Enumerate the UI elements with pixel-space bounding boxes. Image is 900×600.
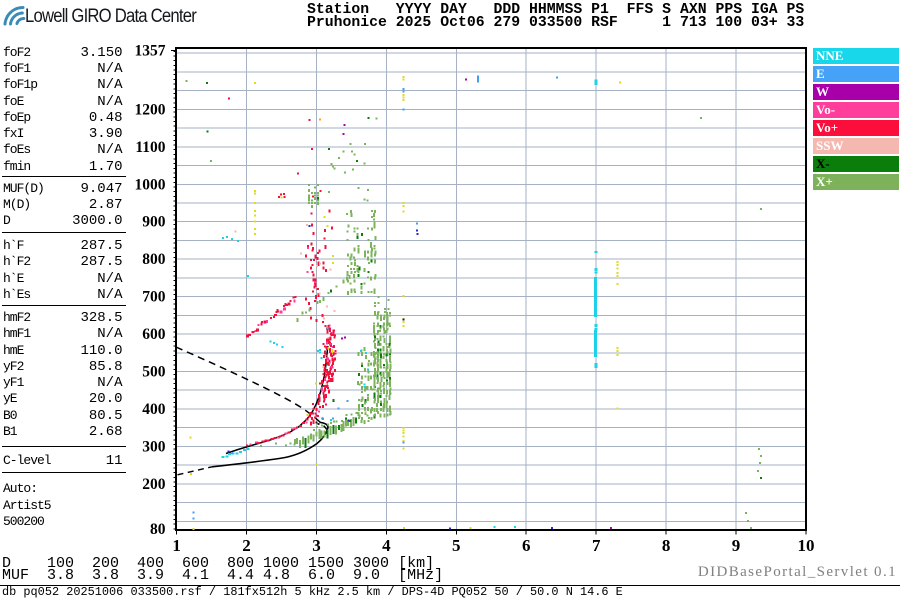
svg-text:300: 300 xyxy=(142,438,166,455)
svg-text:10: 10 xyxy=(798,536,815,555)
svg-text:800: 800 xyxy=(142,251,166,268)
svg-text:1: 1 xyxy=(172,536,181,555)
svg-text:1200: 1200 xyxy=(135,101,166,118)
svg-text:200: 200 xyxy=(142,476,166,493)
svg-text:5: 5 xyxy=(452,536,461,555)
svg-text:600: 600 xyxy=(142,326,166,343)
svg-text:500: 500 xyxy=(142,364,166,381)
svg-text:1000: 1000 xyxy=(135,176,166,193)
svg-text:7: 7 xyxy=(592,536,601,555)
svg-text:900: 900 xyxy=(142,214,166,231)
svg-text:1100: 1100 xyxy=(135,139,165,156)
svg-text:6: 6 xyxy=(522,536,531,555)
svg-text:700: 700 xyxy=(142,289,166,306)
svg-text:80: 80 xyxy=(150,521,166,538)
svg-text:9: 9 xyxy=(732,536,741,555)
svg-text:3: 3 xyxy=(312,536,321,555)
svg-text:1357: 1357 xyxy=(135,43,166,60)
svg-text:400: 400 xyxy=(142,401,166,418)
svg-text:4: 4 xyxy=(382,536,391,555)
svg-text:2: 2 xyxy=(242,536,251,555)
svg-text:8: 8 xyxy=(662,536,671,555)
